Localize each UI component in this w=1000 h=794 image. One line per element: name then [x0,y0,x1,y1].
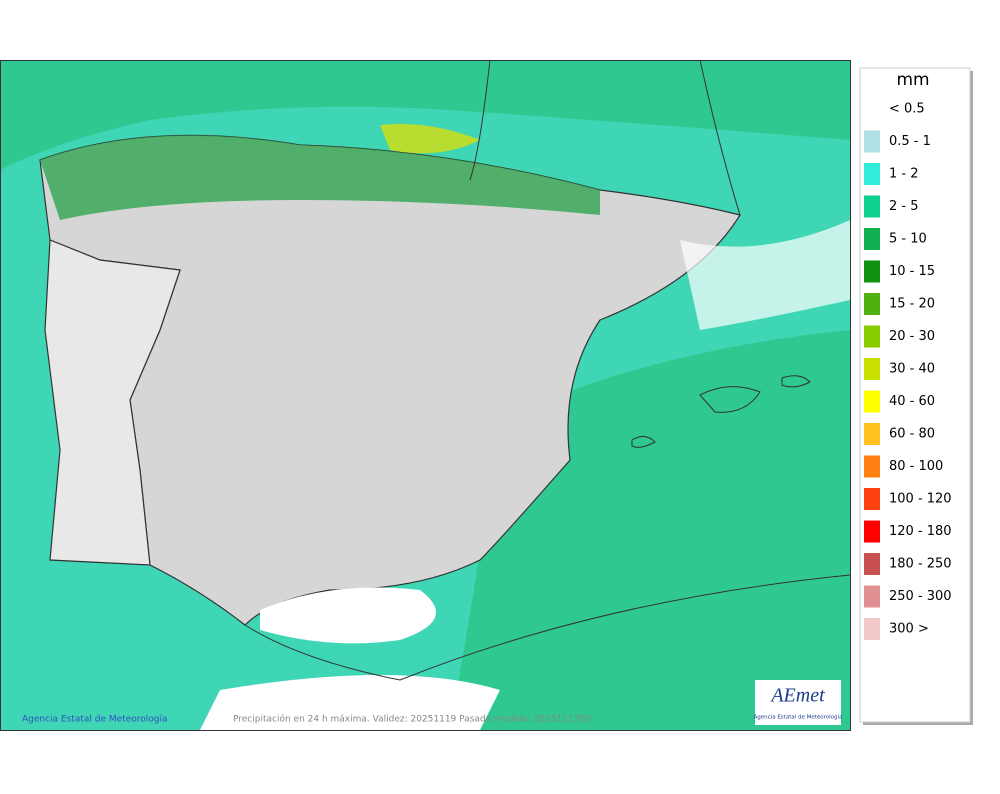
rain-band [40,135,600,220]
logo: AEmet [769,685,825,707]
legend-swatch [864,455,880,478]
legend-swatch [864,358,880,380]
legend-swatch [864,553,880,575]
legend-label: 1 - 2 [889,167,919,182]
legend-items: < 0.5 0.5 - 1 1 - 2 2 - 5 5 - 10 10 - 15 15 - … [864,102,952,640]
map: Agencia Estatal de Meteorología Precipit… [0,60,850,730]
legend-swatch [864,228,880,250]
rain-band [380,124,480,154]
ibiza [631,436,656,448]
logo-subtitle: Agencia Estatal de Meteorología [754,714,843,721]
legend-swatch [864,520,880,543]
mallorca [699,386,761,413]
legend-label: 15 - 20 [889,297,935,312]
legend-label: 100 - 120 [889,492,952,507]
border [469,60,741,216]
legend-label: 300 > [889,622,929,637]
logo-box [755,680,841,725]
legend-swatch [864,195,880,218]
menorca [781,375,811,388]
legend-swatch [864,390,880,413]
legend-label: 120 - 180 [889,524,952,539]
legend-label: 180 - 250 [889,557,952,572]
map-frame [0,60,851,731]
legend-swatch [864,423,880,445]
legend-swatch [864,163,880,185]
legend-label: 20 - 30 [889,329,935,344]
credit: Agencia Estatal de Meteorología [22,715,168,725]
legend-swatch [864,325,880,348]
legend-label: 30 - 40 [889,362,935,377]
legend-swatch [864,618,880,640]
legend-label: 2 - 5 [889,199,919,214]
africa-dry [200,587,500,730]
legend-label: 40 - 60 [889,394,935,409]
legend-label: 10 - 15 [889,264,935,279]
portugal [44,239,181,566]
legend-swatch [864,488,880,510]
legend-label: 250 - 300 [889,589,952,604]
legend-swatch [864,260,880,283]
france-dry [680,220,850,330]
legend-label: 80 - 100 [889,459,943,474]
legend-swatch [864,293,880,315]
legend-swatch [864,130,880,153]
legend-swatch [864,585,880,608]
caption: Precipitación en 24 h máxima. Validez: 2… [233,714,591,725]
coast [244,574,850,681]
legend-title: mm [896,70,929,90]
legend-label: 60 - 80 [889,427,935,442]
legend-label: < 0.5 [889,102,925,117]
legend-label: 5 - 10 [889,232,927,247]
rain-zone [0,60,850,170]
legend-label: 0.5 - 1 [889,134,931,149]
